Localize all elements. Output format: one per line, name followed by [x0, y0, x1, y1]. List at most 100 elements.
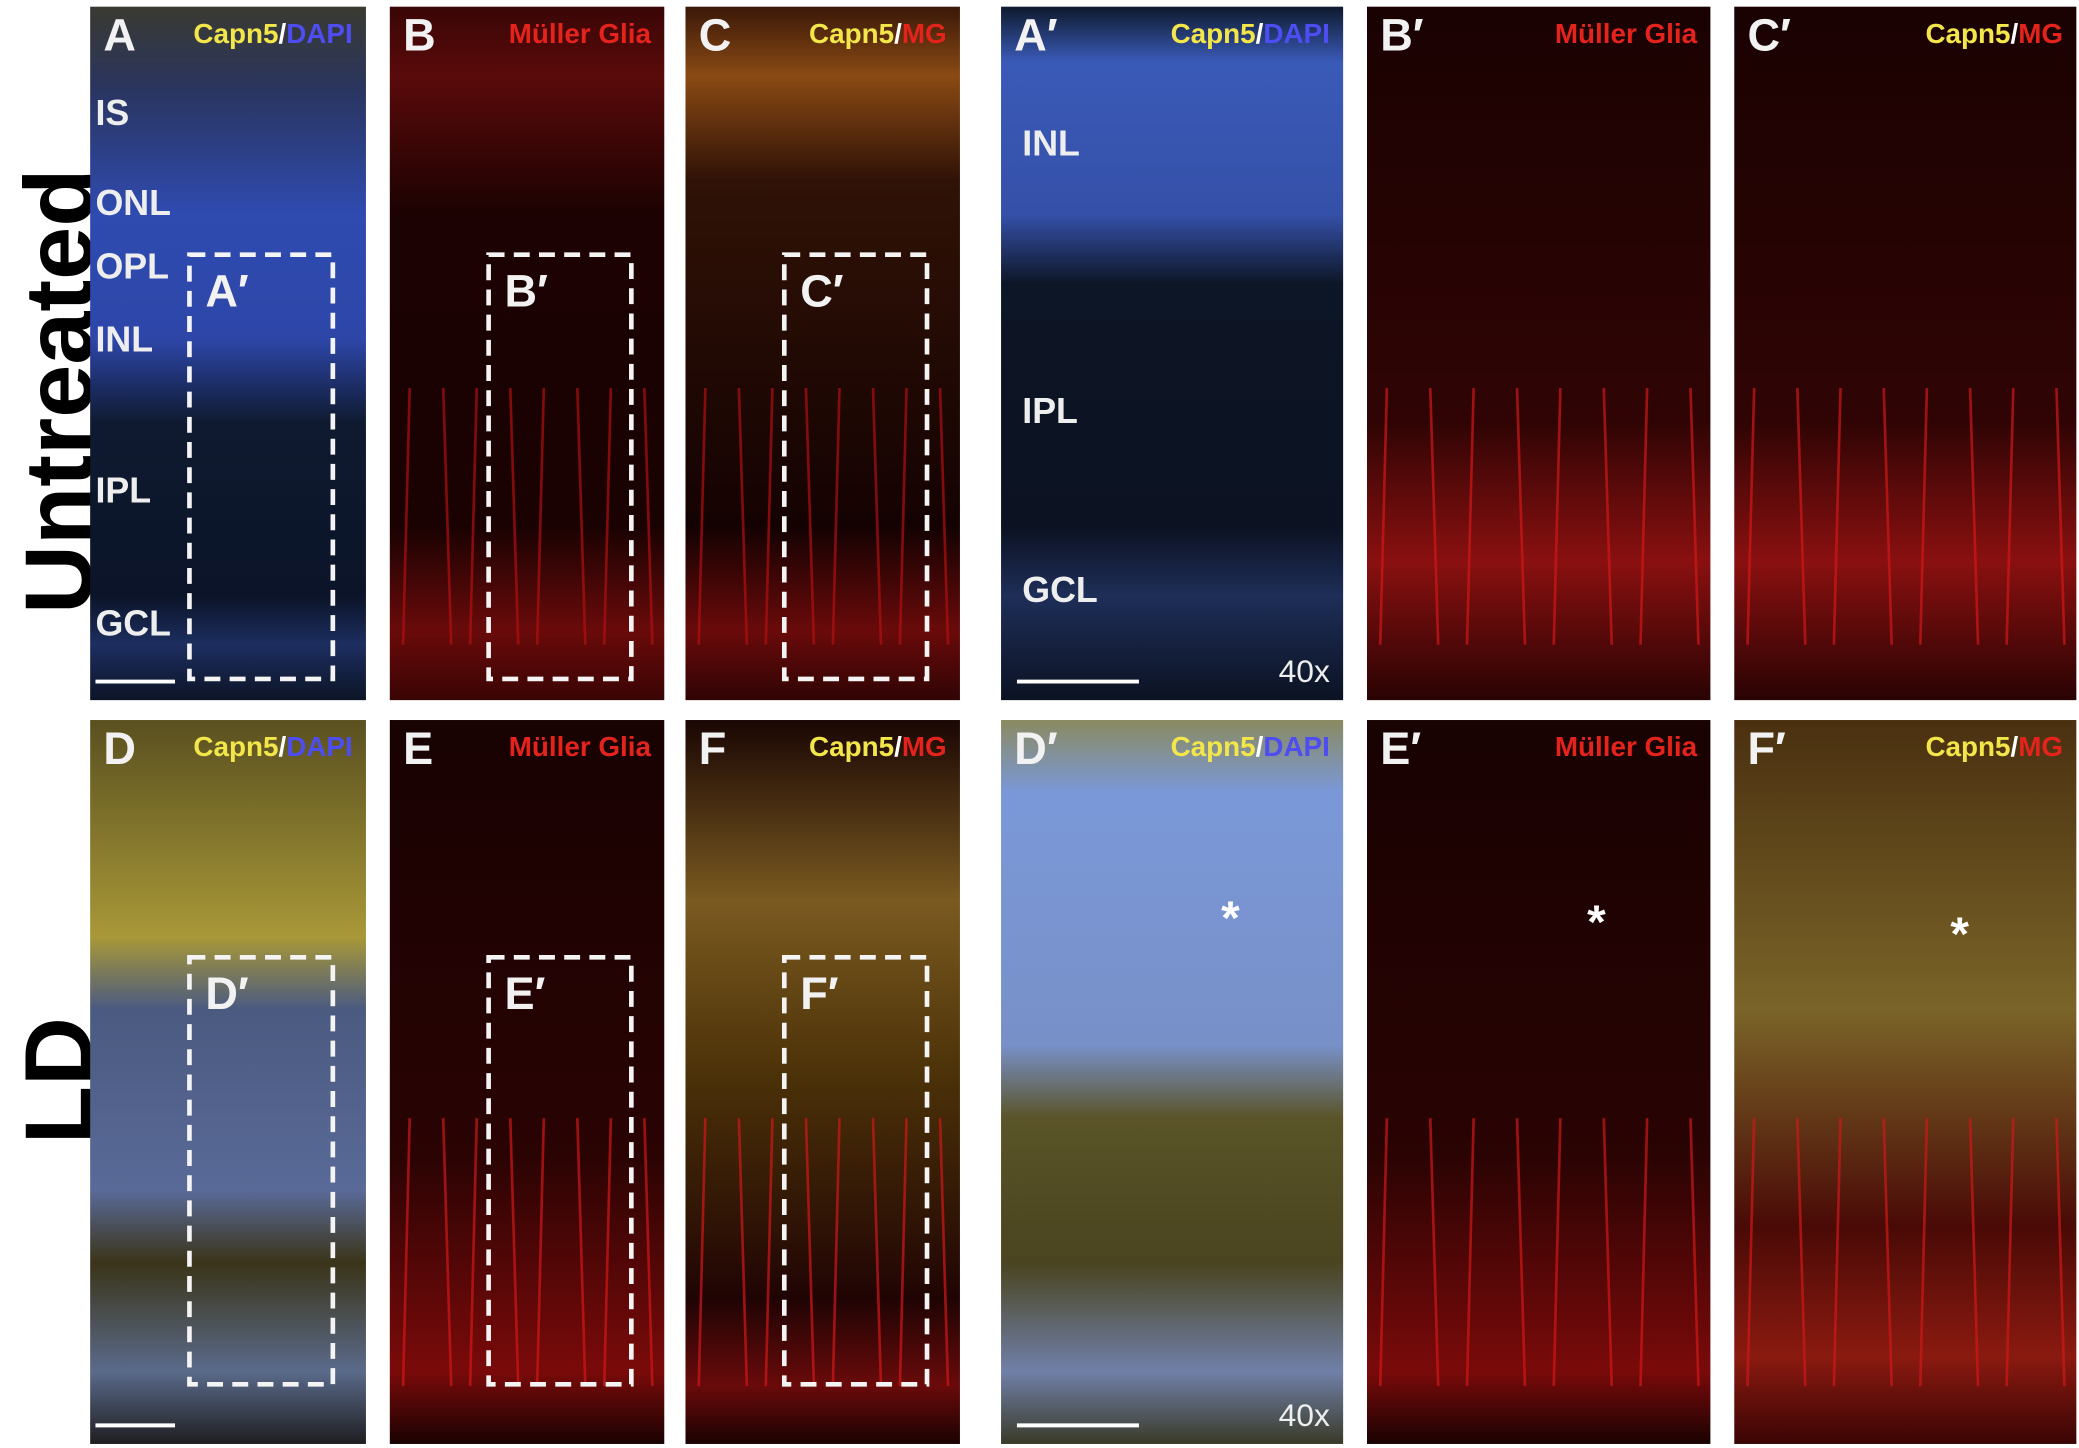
- channel-part: DAPI: [1263, 732, 1330, 763]
- magnification: 40x: [1279, 1397, 1330, 1433]
- fiber: [871, 388, 883, 645]
- fiber: [2055, 388, 2066, 645]
- fiber: [1378, 1118, 1389, 1387]
- fiber: [602, 388, 613, 645]
- channel-part: Capn5: [809, 732, 894, 763]
- channel-part: MG: [2018, 18, 2063, 49]
- panel-letter: B: [403, 9, 436, 60]
- fiber: [508, 1118, 520, 1387]
- fiber: [831, 388, 841, 645]
- fiber: [1796, 1118, 1807, 1387]
- fiber: [1689, 1118, 1700, 1387]
- zoom-box: [187, 252, 336, 682]
- fiber: [468, 1118, 479, 1387]
- channel-part: MG: [902, 18, 947, 49]
- asterisk: *: [1221, 892, 1240, 945]
- fiber: [1968, 388, 1980, 645]
- layer-label: IPL: [95, 471, 151, 511]
- fiber: [1515, 1118, 1527, 1387]
- channel-label: Capn5/MG: [1925, 732, 2063, 763]
- layer-label: IS: [95, 93, 129, 133]
- fiber: [804, 1118, 816, 1387]
- zoom-box: [486, 955, 634, 1387]
- channel-part: /: [2011, 732, 2019, 763]
- asterisk: *: [1950, 908, 1969, 961]
- channel-part: MG: [902, 732, 947, 763]
- fiber: [2005, 1118, 2015, 1387]
- fiber: [1378, 388, 1389, 645]
- fiber: [1515, 388, 1527, 645]
- fiber: [938, 388, 950, 645]
- channel-part: Müller Glia: [509, 18, 652, 49]
- panel-letter: D′: [1014, 723, 1058, 774]
- fiber: [1918, 1118, 1929, 1387]
- channel-part: /: [1256, 18, 1264, 49]
- channel-label: Capn5/MG: [1925, 18, 2063, 49]
- layer-label: OPL: [95, 247, 169, 287]
- channel-part: Capn5: [193, 732, 278, 763]
- channel-part: /: [278, 732, 286, 763]
- channel-label: Müller Glia: [1555, 732, 1698, 763]
- fiber: [737, 388, 749, 645]
- zoom-box-label: D′: [205, 968, 249, 1019]
- micrograph: [685, 6, 960, 701]
- channel-part: /: [2011, 18, 2019, 49]
- fiber: [441, 1118, 453, 1387]
- panel-letter: C′: [1748, 9, 1792, 60]
- channel-part: Müller Glia: [1555, 732, 1698, 763]
- fiber: [535, 1118, 546, 1387]
- zoom-box-label: F′: [800, 968, 839, 1019]
- fiber: [468, 388, 479, 645]
- channel-part: /: [1256, 732, 1264, 763]
- channel-part: /: [894, 18, 902, 49]
- panel-letter: A: [103, 9, 136, 60]
- channel-part: Capn5: [1925, 732, 2010, 763]
- zoom-box: [486, 252, 634, 682]
- fiber: [1552, 388, 1562, 645]
- fiber: [576, 1118, 587, 1387]
- fiber: [2005, 388, 2015, 645]
- channel-label: Capn5/DAPI: [1171, 18, 1330, 49]
- fiber: [737, 1118, 749, 1387]
- layer-label: GCL: [1022, 570, 1098, 610]
- zoom-box: [781, 955, 930, 1387]
- channel-label: Capn5/MG: [809, 732, 947, 763]
- zoom-box-label: C′: [800, 265, 844, 316]
- fiber: [1918, 388, 1929, 645]
- zoom-box: [781, 252, 930, 682]
- layer-label: INL: [95, 320, 153, 360]
- micrograph: [90, 6, 366, 701]
- channel-part: DAPI: [1263, 18, 1330, 49]
- micrograph: [1001, 720, 1344, 1444]
- panel-letter: D: [103, 723, 136, 774]
- fiber: [508, 388, 520, 645]
- fiber: [1832, 1118, 1842, 1387]
- channel-part: Capn5: [1171, 18, 1256, 49]
- micrograph: [1734, 6, 2077, 701]
- panel-letter: F: [699, 723, 727, 774]
- micrograph: [389, 6, 665, 701]
- channel-part: Müller Glia: [1555, 18, 1698, 49]
- fiber: [1746, 1118, 1756, 1387]
- panel-letter: E: [403, 723, 433, 774]
- micrograph: [685, 720, 960, 1444]
- panel-letter: A′: [1014, 9, 1058, 60]
- fiber: [576, 388, 587, 645]
- channel-label: Capn5/DAPI: [193, 732, 352, 763]
- fiber: [1428, 1118, 1440, 1387]
- micrograph: [1001, 6, 1344, 701]
- fiber: [1552, 1118, 1562, 1387]
- fiber: [1689, 388, 1700, 645]
- channel-part: /: [278, 18, 286, 49]
- fiber: [1882, 1118, 1893, 1387]
- fiber: [697, 388, 707, 645]
- channel-part: DAPI: [286, 18, 353, 49]
- fiber: [764, 1118, 774, 1387]
- fiber: [1746, 388, 1756, 645]
- panel-letter: E′: [1380, 723, 1421, 774]
- layer-label: IPL: [1022, 391, 1078, 431]
- fiber: [1602, 388, 1614, 645]
- channel-part: Capn5: [193, 18, 278, 49]
- zoom-box-label: E′: [505, 968, 546, 1019]
